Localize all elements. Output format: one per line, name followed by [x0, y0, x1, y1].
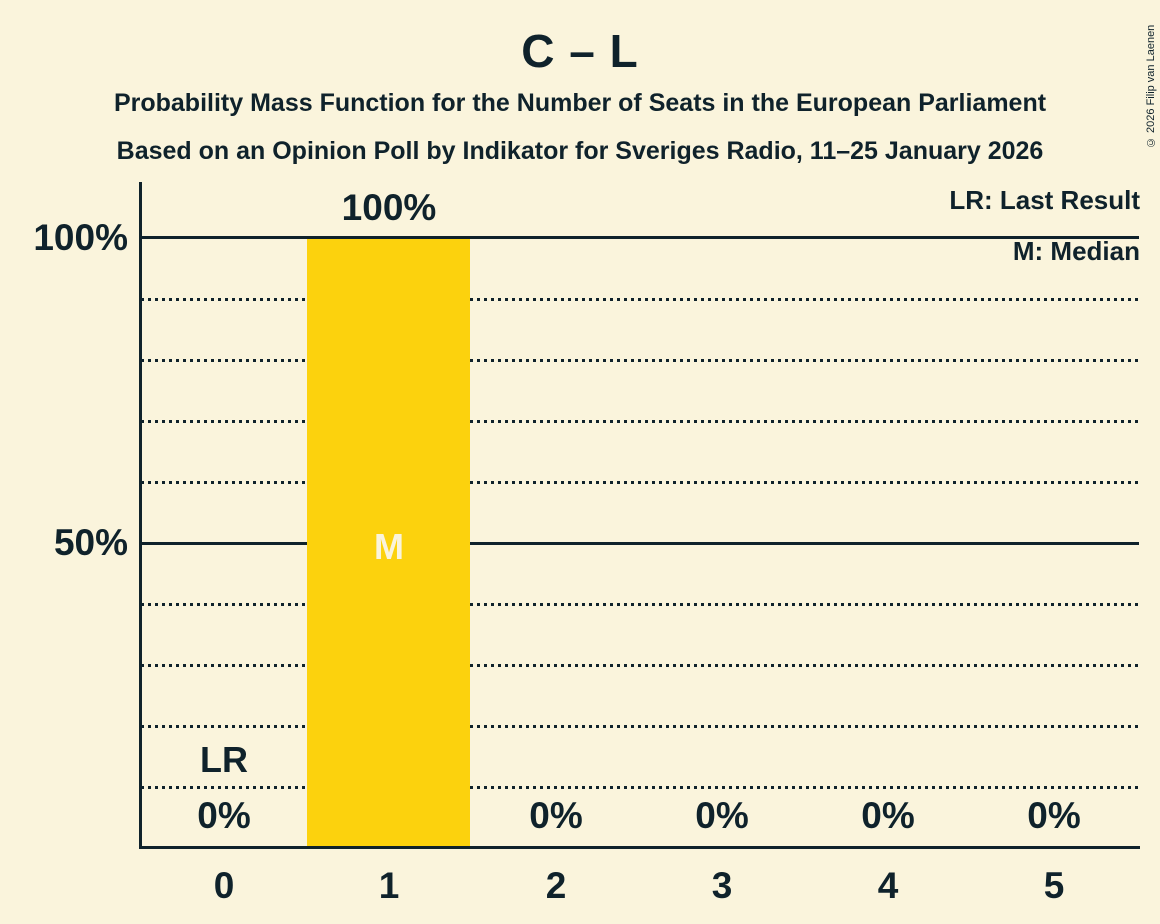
gridline-solid-50	[141, 542, 1139, 545]
last-result-marker: LR	[200, 739, 248, 780]
gridline-dotted-40	[141, 603, 1139, 606]
gridline-dotted-10	[141, 786, 1139, 789]
bar-value-label-3: 0%	[695, 795, 749, 836]
x-tick-label-1: 1	[378, 865, 400, 906]
gridline-dotted-60	[141, 481, 1139, 484]
legend-last-result: LR: Last Result	[949, 185, 1140, 215]
x-tick-label-2: 2	[545, 865, 567, 906]
bar-value-label-4: 0%	[861, 795, 915, 836]
y-tick-label-50: 50%	[53, 522, 128, 563]
gridline-dotted-80	[141, 359, 1139, 362]
y-axis-line	[139, 182, 142, 849]
x-axis-line	[139, 846, 1140, 849]
x-tick-label-3: 3	[711, 865, 733, 906]
chart-subtitle-line2: Based on an Opinion Poll by Indikator fo…	[116, 137, 1044, 165]
gridline-solid-100	[141, 236, 1139, 239]
bar-value-label-1: 100%	[341, 187, 437, 228]
bar-seats-1	[307, 239, 470, 847]
bar-value-label-5: 0%	[1027, 795, 1081, 836]
bar-value-label-0: 0%	[197, 795, 251, 836]
gridline-dotted-70	[141, 420, 1139, 423]
median-marker: M	[374, 526, 404, 567]
x-tick-label-4: 4	[877, 865, 899, 906]
gridline-dotted-20	[141, 725, 1139, 728]
gridline-dotted-30	[141, 664, 1139, 667]
legend-median: M: Median	[1012, 236, 1140, 266]
x-tick-label-5: 5	[1043, 865, 1065, 906]
gridline-dotted-90	[141, 298, 1139, 301]
x-tick-label-0: 0	[213, 865, 235, 906]
bar-value-label-2: 0%	[529, 795, 583, 836]
copyright-notice: © 2026 Filip van Laenen	[1145, 24, 1157, 148]
page-title: C – L	[521, 25, 639, 77]
y-tick-label-100: 100%	[33, 217, 128, 258]
chart-subtitle-line1: Probability Mass Function for the Number…	[113, 89, 1047, 117]
